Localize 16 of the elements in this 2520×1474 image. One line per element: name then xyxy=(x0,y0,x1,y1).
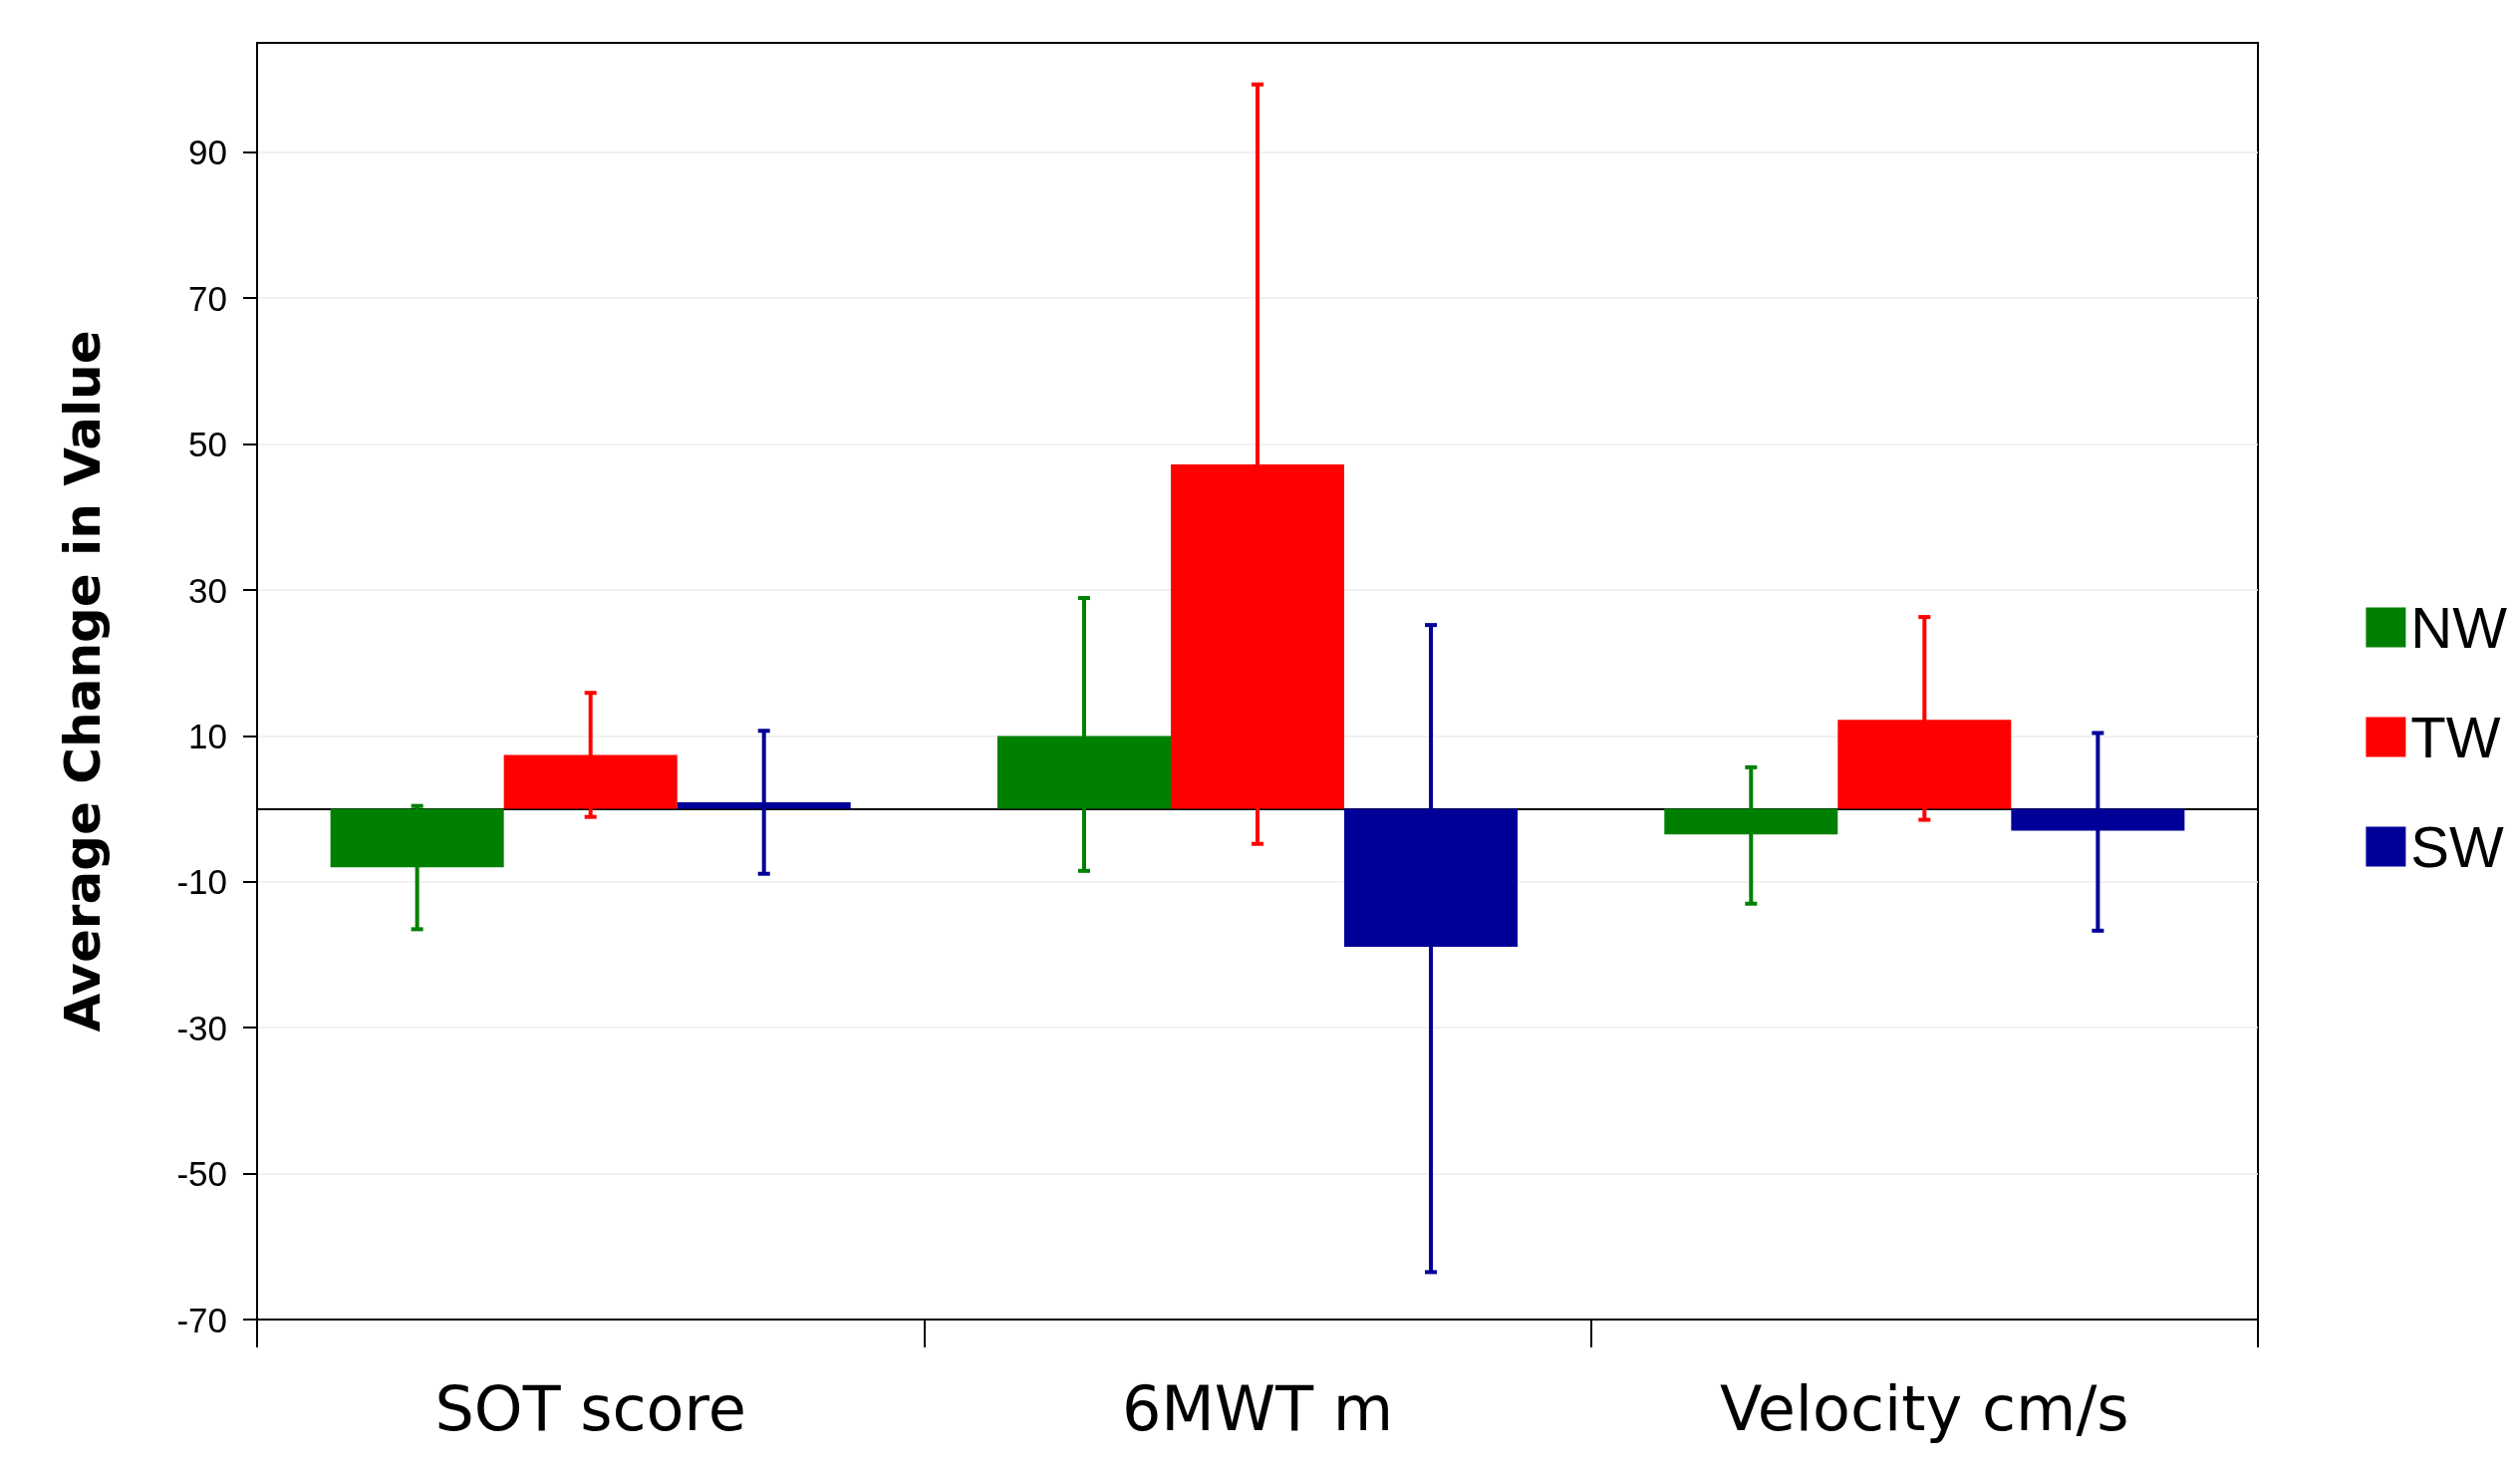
x-tick-label: SOT score xyxy=(434,1371,746,1445)
y-tick-label: 30 xyxy=(188,570,227,610)
y-tick-label: -70 xyxy=(176,1300,227,1339)
y-tick-label: -10 xyxy=(176,862,227,902)
y-tick-label: -30 xyxy=(176,1008,227,1047)
y-axis-title: Average Change in Value xyxy=(54,330,112,1032)
legend-label: SW xyxy=(2410,814,2505,879)
y-tick-label: 10 xyxy=(188,716,227,755)
y-tick-label: 50 xyxy=(188,425,227,464)
y-tick-label: 70 xyxy=(188,278,227,318)
x-tick-label: Velocity cm/s xyxy=(1720,1371,2129,1445)
legend-label: NW xyxy=(2410,595,2508,660)
x-tick-label: 6MWT m xyxy=(1121,1371,1394,1445)
y-tick-label: 90 xyxy=(188,133,227,172)
legend-label: TW xyxy=(2410,705,2501,769)
y-tick-label: -50 xyxy=(176,1154,227,1194)
